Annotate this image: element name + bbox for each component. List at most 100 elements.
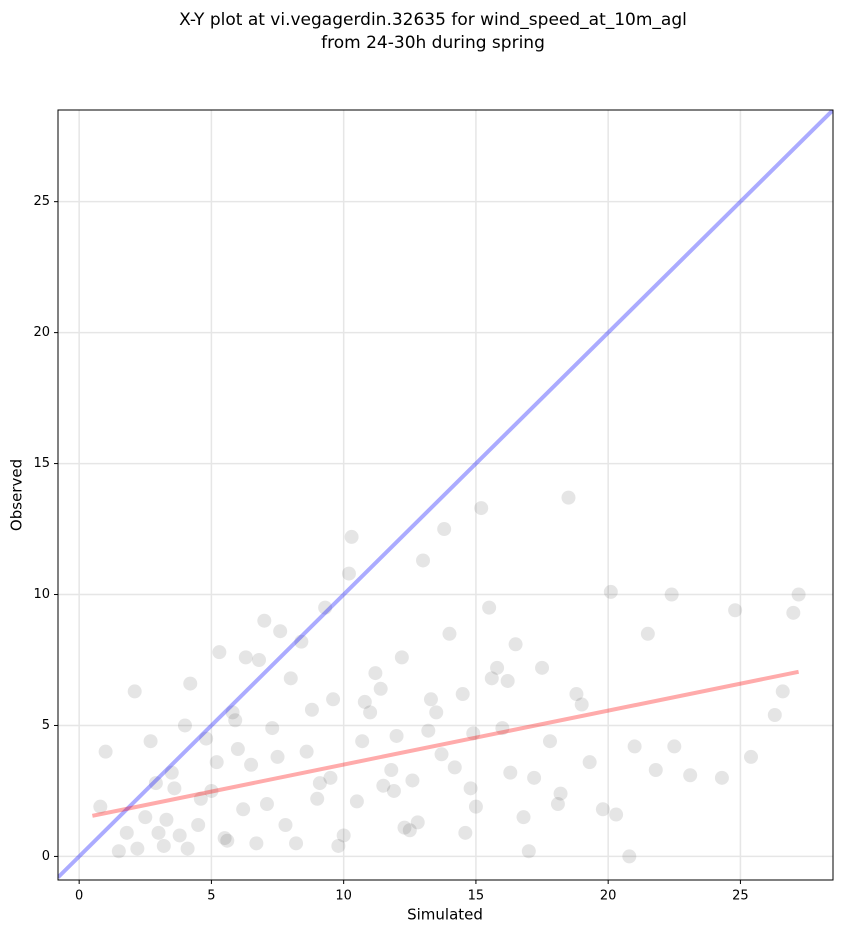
y-axis-label: Observed [8, 459, 26, 531]
scatter-point [627, 739, 642, 754]
scatter-point [474, 501, 489, 516]
scatter-point [252, 653, 267, 667]
scatter-point [355, 734, 370, 749]
scatter-point [495, 721, 510, 736]
scatter-point [225, 705, 240, 720]
scatter-point [193, 791, 208, 806]
y-tick-label: 25 [33, 194, 50, 209]
scatter-point [553, 786, 568, 801]
scatter-point [714, 770, 729, 785]
scatter-point [357, 694, 372, 709]
scatter-point [429, 705, 444, 720]
scatter-point [273, 624, 288, 639]
scatter-point [466, 726, 481, 741]
scatter-point [228, 713, 243, 728]
x-tick-label: 5 [207, 889, 215, 904]
scatter-point [535, 660, 550, 675]
scatter-point [167, 781, 182, 796]
scatter-point [326, 692, 341, 707]
scatter-point [217, 831, 232, 846]
scatter-point [130, 841, 145, 856]
scatter-point [683, 768, 698, 783]
scatter-point [111, 844, 126, 859]
scatter-point [386, 783, 401, 798]
scatter-point [127, 684, 142, 699]
x-tick-label: 0 [75, 889, 83, 904]
scatter-point [331, 838, 346, 853]
scatter-point [270, 749, 285, 764]
x-axis-label: Simulated [407, 906, 483, 924]
scatter-point [199, 731, 214, 746]
scatter-point [148, 776, 163, 791]
scatter-point [463, 781, 478, 796]
scatter-point [437, 522, 452, 537]
scatter-point [344, 529, 359, 544]
scatter-point [516, 810, 531, 825]
scatter-point [484, 671, 499, 686]
scatter-point [312, 776, 327, 791]
scatter-point [482, 600, 497, 615]
scatter-point [119, 825, 134, 840]
scatter-point [527, 770, 542, 785]
scatter-point [183, 676, 198, 691]
scatter-point [299, 744, 314, 759]
scatter-point [209, 755, 224, 770]
scatter-point [98, 744, 113, 759]
scatter-point [455, 687, 470, 702]
scatter-point [151, 825, 166, 840]
scatter-point [259, 797, 274, 812]
scatter-point [143, 734, 158, 749]
grid [58, 110, 833, 880]
scatter-point [582, 755, 597, 770]
scatter-point [349, 794, 364, 809]
scatter-point [648, 763, 663, 777]
scatter-point [423, 692, 438, 707]
scatter-point [468, 799, 483, 814]
x-tick-label: 20 [600, 889, 617, 904]
y-tick-label: 5 [42, 718, 50, 733]
plot-frame [57, 109, 834, 881]
scatter-point [93, 799, 108, 814]
fit-line [91, 669, 800, 818]
scatter-point [304, 702, 319, 717]
scatter-point [500, 673, 515, 688]
scatter-point [389, 728, 404, 743]
scatter-point [503, 765, 518, 780]
y-tick-label: 15 [33, 456, 50, 471]
scatter-point [442, 626, 457, 641]
scatter-point [238, 650, 253, 665]
scatter-point [180, 841, 195, 856]
scatter-point [363, 705, 378, 720]
scatter-point [609, 807, 624, 822]
scatter-point [744, 749, 759, 764]
scatter-point [289, 836, 304, 851]
scatter-point [177, 718, 192, 733]
chart-title: X-Y plot at vi.vegagerdin.32635 for wind… [179, 10, 687, 30]
scatter-point [236, 802, 251, 817]
scatter-point [244, 757, 259, 772]
scatter-point [542, 734, 557, 749]
x-tick-label: 25 [732, 889, 749, 904]
plot-area [58, 110, 833, 879]
scatter-point [603, 584, 618, 599]
scatter-point [257, 613, 272, 628]
scatter-point [376, 778, 391, 793]
scatter-point [550, 797, 565, 812]
scatter-point [336, 828, 351, 843]
scatter-point [490, 660, 505, 675]
scatter-point [786, 605, 801, 620]
scatter-point [767, 708, 782, 722]
scatter-point [318, 600, 333, 615]
scatter-point [640, 626, 655, 641]
scatter-point [164, 765, 179, 780]
scatter-point [574, 697, 589, 712]
scatter-point [410, 815, 425, 830]
scatter-point [521, 844, 536, 859]
scatter-point [402, 823, 417, 838]
scatter-point [595, 802, 610, 817]
scatter-point [220, 833, 235, 848]
scatter-point [421, 723, 436, 738]
scatter-point [212, 645, 227, 660]
scatter-point [434, 747, 449, 762]
